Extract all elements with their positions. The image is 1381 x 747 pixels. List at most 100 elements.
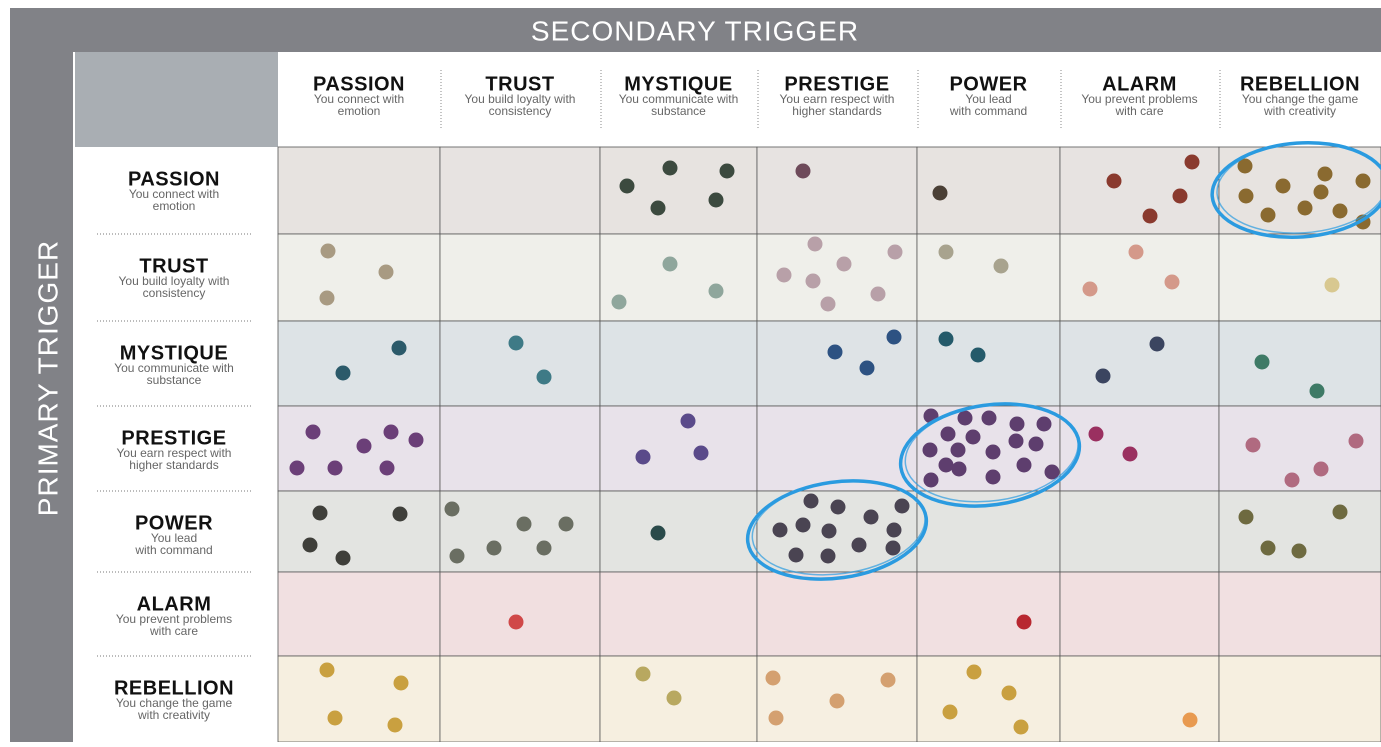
dot xyxy=(536,540,552,556)
dot xyxy=(1095,368,1111,384)
dot xyxy=(1254,354,1270,370)
dot xyxy=(970,347,986,363)
dot xyxy=(666,690,682,706)
dot xyxy=(1245,437,1261,453)
dot xyxy=(821,523,837,539)
cell xyxy=(439,655,601,743)
column-description: with creativity xyxy=(1263,104,1336,118)
dot xyxy=(1317,166,1333,182)
top-banner xyxy=(10,8,1381,52)
dot xyxy=(1149,336,1165,352)
row-description: You connect with xyxy=(129,187,219,201)
row-description: with command xyxy=(134,543,212,557)
dot xyxy=(383,424,399,440)
row-description: substance xyxy=(147,373,202,387)
column-name: PRESTIGE xyxy=(784,73,889,95)
dot xyxy=(922,442,938,458)
highlight-ring xyxy=(1216,141,1381,234)
cell xyxy=(1059,571,1220,657)
dot xyxy=(803,493,819,509)
dot xyxy=(1036,416,1052,432)
row-description: emotion xyxy=(153,199,196,213)
dot xyxy=(1260,540,1276,556)
dot xyxy=(859,360,875,376)
row-name: REBELLION xyxy=(114,677,234,699)
dot xyxy=(886,329,902,345)
row-description: You lead xyxy=(151,531,197,545)
dot xyxy=(1172,188,1188,204)
dot xyxy=(923,472,939,488)
dot xyxy=(662,160,678,176)
row-description: You communicate with xyxy=(114,361,234,375)
cell xyxy=(916,320,1061,407)
dot xyxy=(829,693,845,709)
dot xyxy=(650,200,666,216)
column-name: REBELLION xyxy=(1240,73,1360,95)
dot xyxy=(765,670,781,686)
dot xyxy=(379,460,395,476)
cell xyxy=(1218,571,1381,657)
cell xyxy=(277,490,441,573)
cell xyxy=(1059,655,1220,743)
cell xyxy=(599,233,758,322)
dot xyxy=(408,432,424,448)
column-name: PASSION xyxy=(313,73,405,95)
row-name: PASSION xyxy=(128,168,220,190)
dot xyxy=(319,290,335,306)
dot xyxy=(951,461,967,477)
dot xyxy=(662,256,678,272)
dot xyxy=(827,344,843,360)
cell-tint xyxy=(1060,491,1219,572)
dot xyxy=(320,243,336,259)
cell xyxy=(1059,405,1220,492)
dot xyxy=(938,331,954,347)
dot xyxy=(1275,178,1291,194)
dot xyxy=(985,444,1001,460)
dot xyxy=(392,506,408,522)
cell xyxy=(756,571,918,657)
row-name: MYSTIQUE xyxy=(120,342,228,364)
row-description: higher standards xyxy=(129,458,218,472)
corner-box xyxy=(75,52,278,147)
cell xyxy=(756,146,918,235)
dot xyxy=(1182,712,1198,728)
cell-tint xyxy=(278,572,440,656)
dot xyxy=(894,498,910,514)
cell xyxy=(916,655,1061,743)
dot xyxy=(1313,461,1329,477)
dot xyxy=(1184,154,1200,170)
cell-tint xyxy=(1219,572,1381,656)
dot xyxy=(985,469,1001,485)
column-description: emotion xyxy=(338,104,381,118)
dot xyxy=(966,664,982,680)
cell-tint xyxy=(440,656,600,742)
cell-tint xyxy=(917,572,1060,656)
dot xyxy=(516,516,532,532)
dot xyxy=(1348,433,1364,449)
dot xyxy=(1016,457,1032,473)
dot xyxy=(795,517,811,533)
dot xyxy=(795,163,811,179)
column-name: TRUST xyxy=(485,73,554,95)
cell xyxy=(1218,233,1381,322)
highlight-ring xyxy=(751,479,926,576)
dot xyxy=(305,424,321,440)
cell-tint xyxy=(757,147,917,234)
dot xyxy=(863,509,879,525)
dot xyxy=(768,710,784,726)
column-name: MYSTIQUE xyxy=(624,73,732,95)
dot xyxy=(1009,416,1025,432)
column-description: You change the game xyxy=(1242,92,1359,106)
dot xyxy=(788,547,804,563)
dot xyxy=(1291,543,1307,559)
dot xyxy=(776,267,792,283)
dot xyxy=(719,163,735,179)
dot xyxy=(1355,173,1371,189)
cell xyxy=(599,571,758,657)
dot xyxy=(830,499,846,515)
dot xyxy=(965,429,981,445)
column-description: You connect with xyxy=(314,92,404,106)
dot xyxy=(508,335,524,351)
cell xyxy=(1059,490,1220,573)
